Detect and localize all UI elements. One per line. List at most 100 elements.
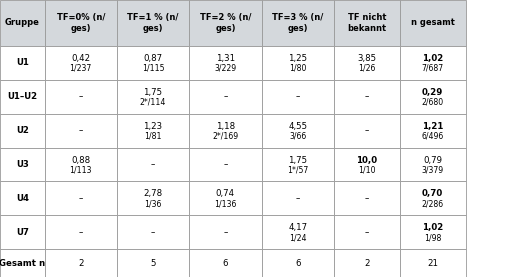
Text: 1/115: 1/115 bbox=[141, 64, 164, 73]
Text: 2,78: 2,78 bbox=[143, 189, 162, 199]
Text: 0,88: 0,88 bbox=[71, 156, 90, 165]
Bar bbox=[399, 181, 465, 216]
Bar bbox=[333, 249, 399, 277]
Text: U4: U4 bbox=[16, 194, 29, 203]
Text: TF=2 % (n/
ges): TF=2 % (n/ ges) bbox=[199, 13, 250, 33]
Bar bbox=[189, 249, 261, 277]
Bar bbox=[261, 181, 333, 216]
Bar bbox=[261, 46, 333, 80]
Text: 3/229: 3/229 bbox=[214, 64, 236, 73]
Text: –: – bbox=[78, 194, 83, 203]
Bar bbox=[261, 249, 333, 277]
Text: 1,02: 1,02 bbox=[421, 224, 442, 232]
Text: 1,02: 1,02 bbox=[421, 54, 442, 63]
Text: 10,0: 10,0 bbox=[356, 156, 377, 165]
Text: –: – bbox=[223, 160, 227, 169]
Text: 1/81: 1/81 bbox=[144, 132, 162, 141]
Text: 1/237: 1/237 bbox=[70, 64, 91, 73]
Text: 1,18: 1,18 bbox=[216, 122, 234, 131]
Bar bbox=[333, 114, 399, 148]
Text: –: – bbox=[78, 228, 83, 237]
Bar bbox=[189, 216, 261, 249]
Text: –: – bbox=[364, 92, 368, 101]
Bar bbox=[261, 216, 333, 249]
Text: 2: 2 bbox=[364, 259, 369, 268]
Bar bbox=[44, 46, 117, 80]
Bar bbox=[399, 46, 465, 80]
Bar bbox=[44, 216, 117, 249]
Text: 0,70: 0,70 bbox=[421, 189, 442, 199]
Bar bbox=[117, 0, 189, 46]
Text: 3/379: 3/379 bbox=[421, 166, 443, 175]
Text: 0,87: 0,87 bbox=[143, 54, 162, 63]
Text: U2: U2 bbox=[16, 126, 29, 135]
Text: 4,17: 4,17 bbox=[288, 224, 307, 232]
Text: –: – bbox=[78, 126, 83, 135]
Bar bbox=[189, 148, 261, 181]
Bar bbox=[399, 249, 465, 277]
Bar bbox=[0, 216, 44, 249]
Text: 2: 2 bbox=[78, 259, 83, 268]
Text: Gruppe: Gruppe bbox=[5, 18, 39, 27]
Bar bbox=[189, 181, 261, 216]
Bar bbox=[189, 80, 261, 114]
Bar bbox=[399, 0, 465, 46]
Bar bbox=[261, 114, 333, 148]
Text: 1/136: 1/136 bbox=[214, 200, 236, 209]
Bar bbox=[333, 80, 399, 114]
Text: 1*/57: 1*/57 bbox=[287, 166, 308, 175]
Bar bbox=[44, 80, 117, 114]
Bar bbox=[44, 148, 117, 181]
Bar bbox=[333, 46, 399, 80]
Bar bbox=[261, 148, 333, 181]
Text: 1/98: 1/98 bbox=[423, 234, 440, 243]
Bar bbox=[0, 46, 44, 80]
Text: 1/80: 1/80 bbox=[288, 64, 306, 73]
Text: 6: 6 bbox=[294, 259, 300, 268]
Text: 2*/169: 2*/169 bbox=[212, 132, 238, 141]
Text: 1/10: 1/10 bbox=[358, 166, 375, 175]
Bar bbox=[261, 80, 333, 114]
Text: –: – bbox=[223, 92, 227, 101]
Bar bbox=[399, 216, 465, 249]
Text: 2/680: 2/680 bbox=[421, 98, 443, 107]
Bar bbox=[44, 181, 117, 216]
Bar bbox=[0, 0, 44, 46]
Text: –: – bbox=[364, 126, 368, 135]
Text: 1,23: 1,23 bbox=[143, 122, 162, 131]
Text: U7: U7 bbox=[16, 228, 29, 237]
Text: 1/113: 1/113 bbox=[69, 166, 92, 175]
Text: 2*/114: 2*/114 bbox=[139, 98, 166, 107]
Text: –: – bbox=[78, 92, 83, 101]
Bar bbox=[261, 0, 333, 46]
Bar bbox=[399, 148, 465, 181]
Text: 0,42: 0,42 bbox=[71, 54, 90, 63]
Bar bbox=[117, 181, 189, 216]
Text: –: – bbox=[295, 92, 299, 101]
Bar bbox=[333, 181, 399, 216]
Text: 1,21: 1,21 bbox=[421, 122, 442, 131]
Text: 0,74: 0,74 bbox=[216, 189, 234, 199]
Text: 2/286: 2/286 bbox=[421, 200, 443, 209]
Bar bbox=[117, 216, 189, 249]
Text: 4,55: 4,55 bbox=[288, 122, 307, 131]
Bar bbox=[0, 114, 44, 148]
Text: –: – bbox=[364, 194, 368, 203]
Text: 21: 21 bbox=[426, 259, 437, 268]
Text: 0,79: 0,79 bbox=[422, 156, 441, 165]
Bar bbox=[0, 148, 44, 181]
Bar bbox=[117, 148, 189, 181]
Text: 1/24: 1/24 bbox=[288, 234, 306, 243]
Text: 5: 5 bbox=[150, 259, 156, 268]
Text: TF=3 % (n/
ges): TF=3 % (n/ ges) bbox=[272, 13, 323, 33]
Bar bbox=[189, 0, 261, 46]
Text: 1,25: 1,25 bbox=[288, 54, 307, 63]
Text: –: – bbox=[223, 228, 227, 237]
Bar bbox=[189, 114, 261, 148]
Text: 1/36: 1/36 bbox=[144, 200, 162, 209]
Text: U1: U1 bbox=[16, 58, 29, 67]
Bar bbox=[117, 46, 189, 80]
Text: –: – bbox=[150, 160, 155, 169]
Bar bbox=[117, 249, 189, 277]
Text: TF nicht
bekannt: TF nicht bekannt bbox=[346, 13, 386, 33]
